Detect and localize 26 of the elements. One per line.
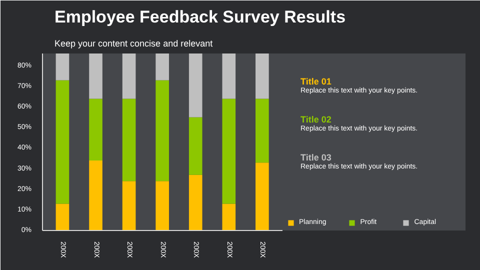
bar	[256, 54, 269, 99]
bar	[56, 80, 70, 204]
bar	[89, 54, 102, 99]
bar	[222, 204, 236, 230]
bar	[256, 162, 269, 230]
bar	[256, 98, 269, 163]
bar	[222, 54, 236, 99]
bar	[222, 98, 236, 204]
bar	[89, 160, 102, 230]
bar	[122, 54, 136, 99]
text: Title 01	[300, 76, 332, 86]
bar	[188, 117, 202, 175]
chart-subtitle: Keep your content concise and relevant	[54, 38, 214, 48]
bar	[188, 54, 202, 118]
bar	[122, 98, 136, 182]
bar	[156, 80, 169, 182]
text: Title 03	[300, 152, 332, 162]
bar	[188, 174, 202, 230]
bar	[122, 181, 136, 230]
chart-title: Employee Feedback Survey Results	[54, 8, 346, 26]
bar	[56, 54, 70, 80]
bar	[56, 204, 70, 230]
bar	[156, 181, 169, 230]
bar	[156, 54, 169, 80]
bar	[89, 98, 102, 161]
text: Title 02	[300, 114, 332, 124]
